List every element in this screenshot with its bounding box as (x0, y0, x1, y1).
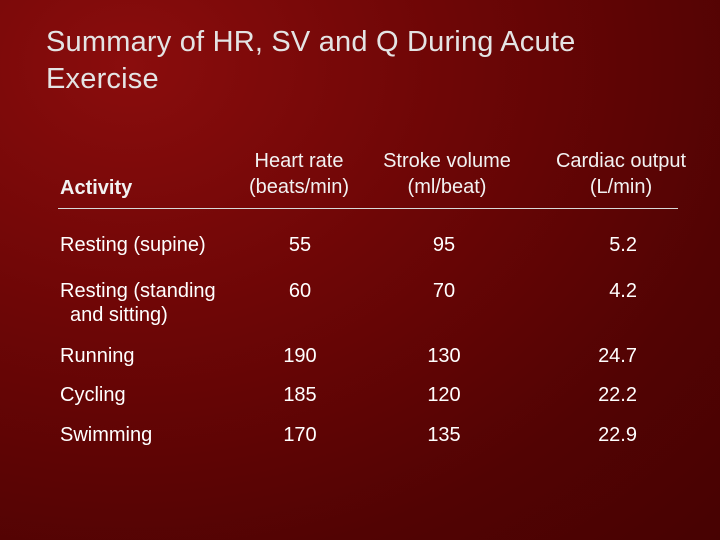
header-stroke-volume-label: Stroke volume (383, 150, 511, 172)
row-heart-rate: 190 (283, 345, 317, 367)
row-stroke-volume: 135 (427, 424, 461, 446)
row-cardiac-output: 24.7 (598, 345, 637, 367)
header-stroke-volume-unit: (ml/beat) (407, 176, 487, 198)
row-heart-rate: 60 (288, 280, 312, 302)
header-heart-rate: Heart rate (beats/min) (232, 148, 366, 200)
header-cardiac-output: Cardiac output (L/min) (534, 148, 708, 200)
row-activity-line: Resting (supine) (60, 234, 206, 256)
row-heart-rate: 185 (283, 384, 317, 406)
row-activity: Running (60, 344, 250, 368)
header-heart-rate-label: Heart rate (254, 150, 344, 172)
row-activity: Cycling (60, 383, 250, 407)
row-stroke-volume: 120 (427, 384, 461, 406)
header-cardiac-output-unit: (L/min) (589, 176, 653, 198)
row-activity: Swimming (60, 423, 250, 447)
row-stroke-volume: 70 (432, 280, 456, 302)
row-stroke-volume: 130 (427, 345, 461, 367)
row-cardiac-output: 22.9 (598, 424, 637, 446)
row-activity-line-2: and sitting) (70, 304, 168, 326)
header-stroke-volume: Stroke volume (ml/beat) (366, 148, 528, 200)
header-cardiac-output-label: Cardiac output (555, 150, 687, 172)
row-cardiac-output: 5.2 (609, 234, 637, 256)
header-activity: Activity (60, 177, 133, 199)
row-activity-line: Resting (standing (60, 280, 216, 302)
row-activity: Resting (supine) (60, 233, 250, 257)
row-cardiac-output: 4.2 (609, 280, 637, 302)
slide-title: Summary of HR, SV and Q During Acute Exe… (46, 26, 576, 95)
row-stroke-volume: 95 (432, 234, 456, 256)
row-heart-rate: 170 (283, 424, 317, 446)
row-activity: Resting (standing and sitting) (60, 279, 250, 327)
row-activity-line: Swimming (60, 424, 153, 446)
row-activity-line: Cycling (60, 384, 126, 406)
row-cardiac-output: 22.2 (598, 384, 637, 406)
header-heart-rate-unit: (beats/min) (248, 176, 350, 198)
row-activity-line: Running (60, 345, 135, 367)
row-heart-rate: 55 (288, 234, 312, 256)
header-divider (58, 208, 678, 209)
